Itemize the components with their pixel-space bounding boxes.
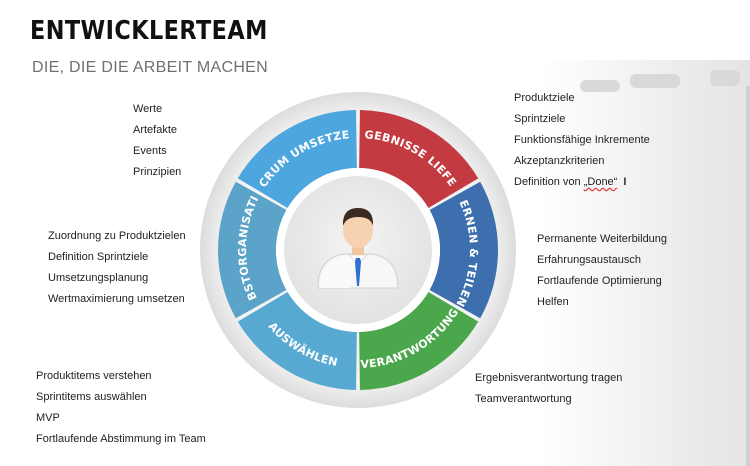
right-edge-divider xyxy=(746,86,750,466)
list-item-prefix: Definition von xyxy=(514,176,584,188)
background-chair xyxy=(630,74,680,88)
list-item: Definition von „Done“ I xyxy=(514,172,650,193)
page-subtitle: DIE, DIE DIE ARBEIT MACHEN xyxy=(32,59,268,76)
lernen-list: Permanente Weiterbildung Erfahrungsausta… xyxy=(537,229,667,313)
page-title: ENTWICKLERTEAM xyxy=(30,16,268,46)
list-item: Sprintziele xyxy=(514,113,566,125)
text-cursor-icon: I xyxy=(623,176,627,188)
scrum-list: Werte Artefakte Events Prinzipien xyxy=(133,99,181,183)
list-item: Prinzipien xyxy=(133,166,182,178)
segment-scrum-umsetzen xyxy=(237,110,357,209)
list-item: Permanente Weiterbildung xyxy=(537,233,668,245)
list-item: Umsetzungsplanung xyxy=(48,272,149,284)
segment-lernen-teilen xyxy=(429,181,498,319)
list-item: Wertmaximierung umsetzen xyxy=(48,293,185,305)
scrum-wheel-diagram: SCRUM UMSETZENERGEBNISSE LIEFERNLERNEN &… xyxy=(198,90,516,408)
list-item: MVP xyxy=(36,412,60,424)
segment-verantwortung xyxy=(359,291,479,390)
list-item: Teamverantwortung xyxy=(475,393,572,405)
list-item: Zuordnung zu Produktzielen xyxy=(48,230,186,242)
list-item: Artefakte xyxy=(133,124,178,136)
auswaehlen-list: Produktitems verstehen Sprintitems auswä… xyxy=(36,366,206,450)
person-avatar-icon xyxy=(317,208,399,289)
list-item: Akzeptanzkriterien xyxy=(514,155,605,167)
ergebnisse-list: Produktziele Sprintziele Funktionsfähige… xyxy=(514,88,650,193)
segment-auswaehlen xyxy=(237,291,357,390)
list-item: Ergebnisverantwortung tragen xyxy=(475,372,623,384)
selbst-list: Zuordnung zu Produktzielen Definition Sp… xyxy=(48,226,186,310)
segment-selbstorganisation xyxy=(218,181,287,319)
list-item: Erfahrungsaustausch xyxy=(537,254,641,266)
list-item: Fortlaufende Optimierung xyxy=(537,275,662,287)
list-item: Fortlaufende Abstimmung im Team xyxy=(36,433,206,445)
list-item: Sprintitems auswählen xyxy=(36,391,147,403)
list-item: Werte xyxy=(133,103,163,115)
segment-ergebnisse-liefern xyxy=(359,110,479,209)
done-word: „Done“ xyxy=(583,176,618,188)
background-chair xyxy=(710,70,740,86)
verantwortung-list: Ergebnisverantwortung tragen Teamverantw… xyxy=(475,368,622,410)
list-item: Produktitems verstehen xyxy=(36,370,152,382)
background-chair xyxy=(580,80,620,92)
list-item: Funktionsfähige Inkremente xyxy=(514,134,650,146)
list-item: Events xyxy=(133,145,167,157)
list-item: Definition Sprintziele xyxy=(48,251,149,263)
background-image xyxy=(540,60,750,466)
list-item: Helfen xyxy=(537,296,569,308)
list-item: Produktziele xyxy=(514,92,575,104)
